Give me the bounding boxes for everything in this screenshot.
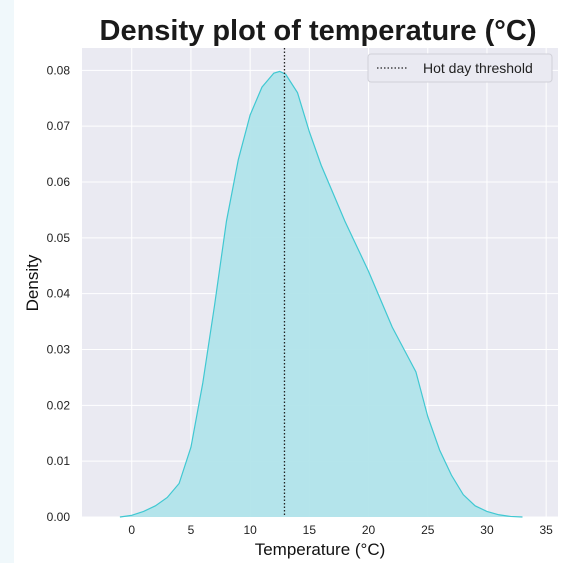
x-tick-label: 25 xyxy=(421,523,435,537)
y-axis-label: Density xyxy=(23,254,42,311)
y-tick-label: 0.05 xyxy=(47,231,71,245)
y-tick-label: 0.03 xyxy=(47,343,71,357)
x-tick-label: 15 xyxy=(303,523,317,537)
y-tick-label: 0.06 xyxy=(47,175,71,189)
y-tick-label: 0.08 xyxy=(47,63,71,77)
series-layer xyxy=(119,70,523,518)
y-tick-label: 0.02 xyxy=(47,398,71,412)
legend-box xyxy=(367,53,553,83)
y-tick-label: 0.07 xyxy=(47,119,71,133)
y-tick-label: 0.01 xyxy=(47,454,71,468)
x-tick-label: 20 xyxy=(362,523,376,537)
x-tick-label: 30 xyxy=(480,523,494,537)
x-tick-label: 0 xyxy=(128,523,135,537)
x-tick-label: 5 xyxy=(188,523,195,537)
x-tick-label: 35 xyxy=(539,523,553,537)
density-area xyxy=(119,71,523,517)
y-tick-label: 0.00 xyxy=(47,510,71,524)
y-tick-labels: 0.00 0.01 0.02 0.03 0.04 0.05 0.06 0.07 0.08 xyxy=(47,63,71,524)
x-tick-labels: 0 5 10 15 20 25 30 35 xyxy=(128,523,553,537)
x-axis-label: Temperature (°C) xyxy=(255,540,386,559)
legend: Hot day threshold xyxy=(367,53,553,83)
legend-label-threshold: Hot day threshold xyxy=(423,60,533,76)
y-tick-label: 0.04 xyxy=(47,287,71,301)
chart-title: Density plot of temperature (°C) xyxy=(100,15,537,47)
density-line xyxy=(119,70,523,518)
x-tick-label: 10 xyxy=(243,523,257,537)
